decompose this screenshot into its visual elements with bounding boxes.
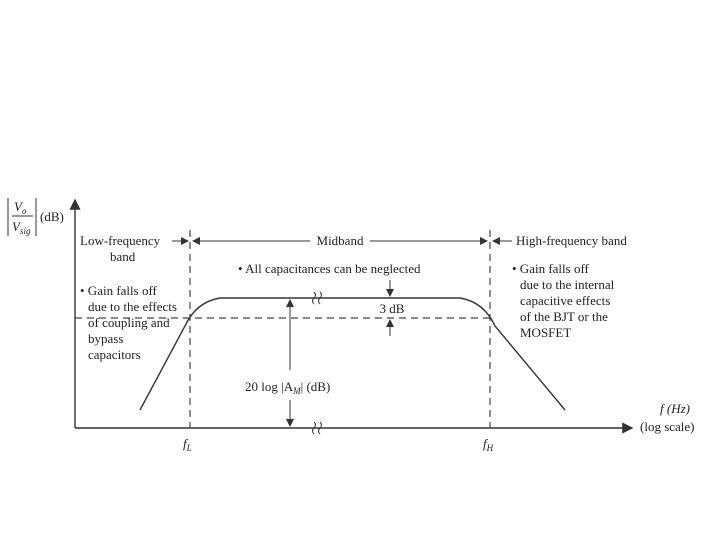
- denominator-sub: sig: [20, 226, 31, 236]
- y-axis-label: Vo Vsig (dB): [7, 198, 64, 236]
- drop-label: 3 dB: [380, 301, 405, 316]
- f-low: f: [183, 436, 189, 451]
- note-line: capacitors: [88, 347, 141, 362]
- low-band-label: band: [110, 249, 136, 264]
- f-high: f: [483, 436, 489, 451]
- low-band-label: Low-frequency: [80, 233, 161, 248]
- note-line: due to the internal: [520, 277, 615, 292]
- note-line: due to the effects: [88, 299, 177, 314]
- note-line: bypass: [88, 331, 123, 346]
- break-mark: [312, 291, 322, 305]
- x-axis-label: f (Hz): [660, 401, 690, 416]
- response-curve: [139, 297, 566, 411]
- note-line: • Gain falls off: [512, 261, 590, 276]
- gain-text: | (dB): [301, 379, 331, 394]
- break-mark: [312, 421, 322, 435]
- gain-text: 20 log |A: [245, 379, 294, 394]
- note-line: • Gain falls off: [80, 283, 158, 298]
- f-low-sub: L: [186, 443, 192, 453]
- x-axis-scale: (log scale): [640, 419, 695, 434]
- note-line: of the BJT or the: [520, 309, 608, 324]
- gain-label: 20 log |AM| (dB): [245, 379, 330, 396]
- numerator-sub: o: [22, 206, 27, 216]
- svg-text:Vsig: Vsig: [12, 219, 31, 236]
- mid-band-label: Midband: [317, 233, 364, 248]
- denominator: V: [12, 219, 22, 234]
- f-high-sub: H: [486, 443, 494, 453]
- svg-text:Vo: Vo: [14, 199, 27, 216]
- svg-text:fL: fL: [183, 436, 192, 453]
- gain-sub: M: [292, 386, 301, 396]
- mid-note: • All capacitances can be neglected: [238, 261, 421, 276]
- note-line: MOSFET: [520, 325, 571, 340]
- high-band-label: High-frequency band: [516, 233, 627, 248]
- note-line: capacitive effects: [520, 293, 610, 308]
- numerator: V: [14, 199, 24, 214]
- svg-text:fH: fH: [483, 436, 494, 453]
- note-line: of coupling and: [88, 315, 170, 330]
- y-unit: (dB): [40, 209, 64, 224]
